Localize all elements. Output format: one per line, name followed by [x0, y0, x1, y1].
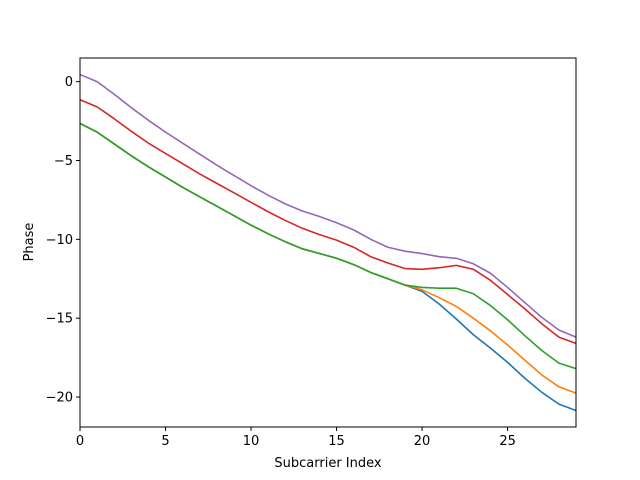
series-line-3: [79, 122, 577, 370]
y-tick-label: −10: [46, 233, 73, 248]
y-axis: 0 −5 −10 −15 −20: [46, 75, 80, 406]
y-axis-label: Phase: [22, 223, 37, 262]
x-tick-label: 15: [328, 434, 345, 449]
series-line-4: [79, 99, 577, 345]
x-tick-label: 20: [414, 434, 431, 449]
x-tick-label: 5: [161, 434, 169, 449]
series-layer: [79, 73, 577, 412]
y-tick-label: −5: [54, 154, 73, 169]
y-tick-label: 0: [65, 75, 73, 90]
series-line-5: [79, 73, 577, 338]
x-tick-label: 0: [76, 434, 84, 449]
x-axis-label: Subcarrier Index: [274, 456, 381, 471]
plot-frame: [79, 57, 577, 428]
y-tick-label: −20: [46, 391, 73, 406]
y-tick-label: −15: [46, 312, 73, 327]
x-tick-label: 10: [243, 434, 260, 449]
x-axis: 0 5 10 15 20 25: [76, 427, 516, 449]
x-tick-label: 25: [499, 434, 516, 449]
